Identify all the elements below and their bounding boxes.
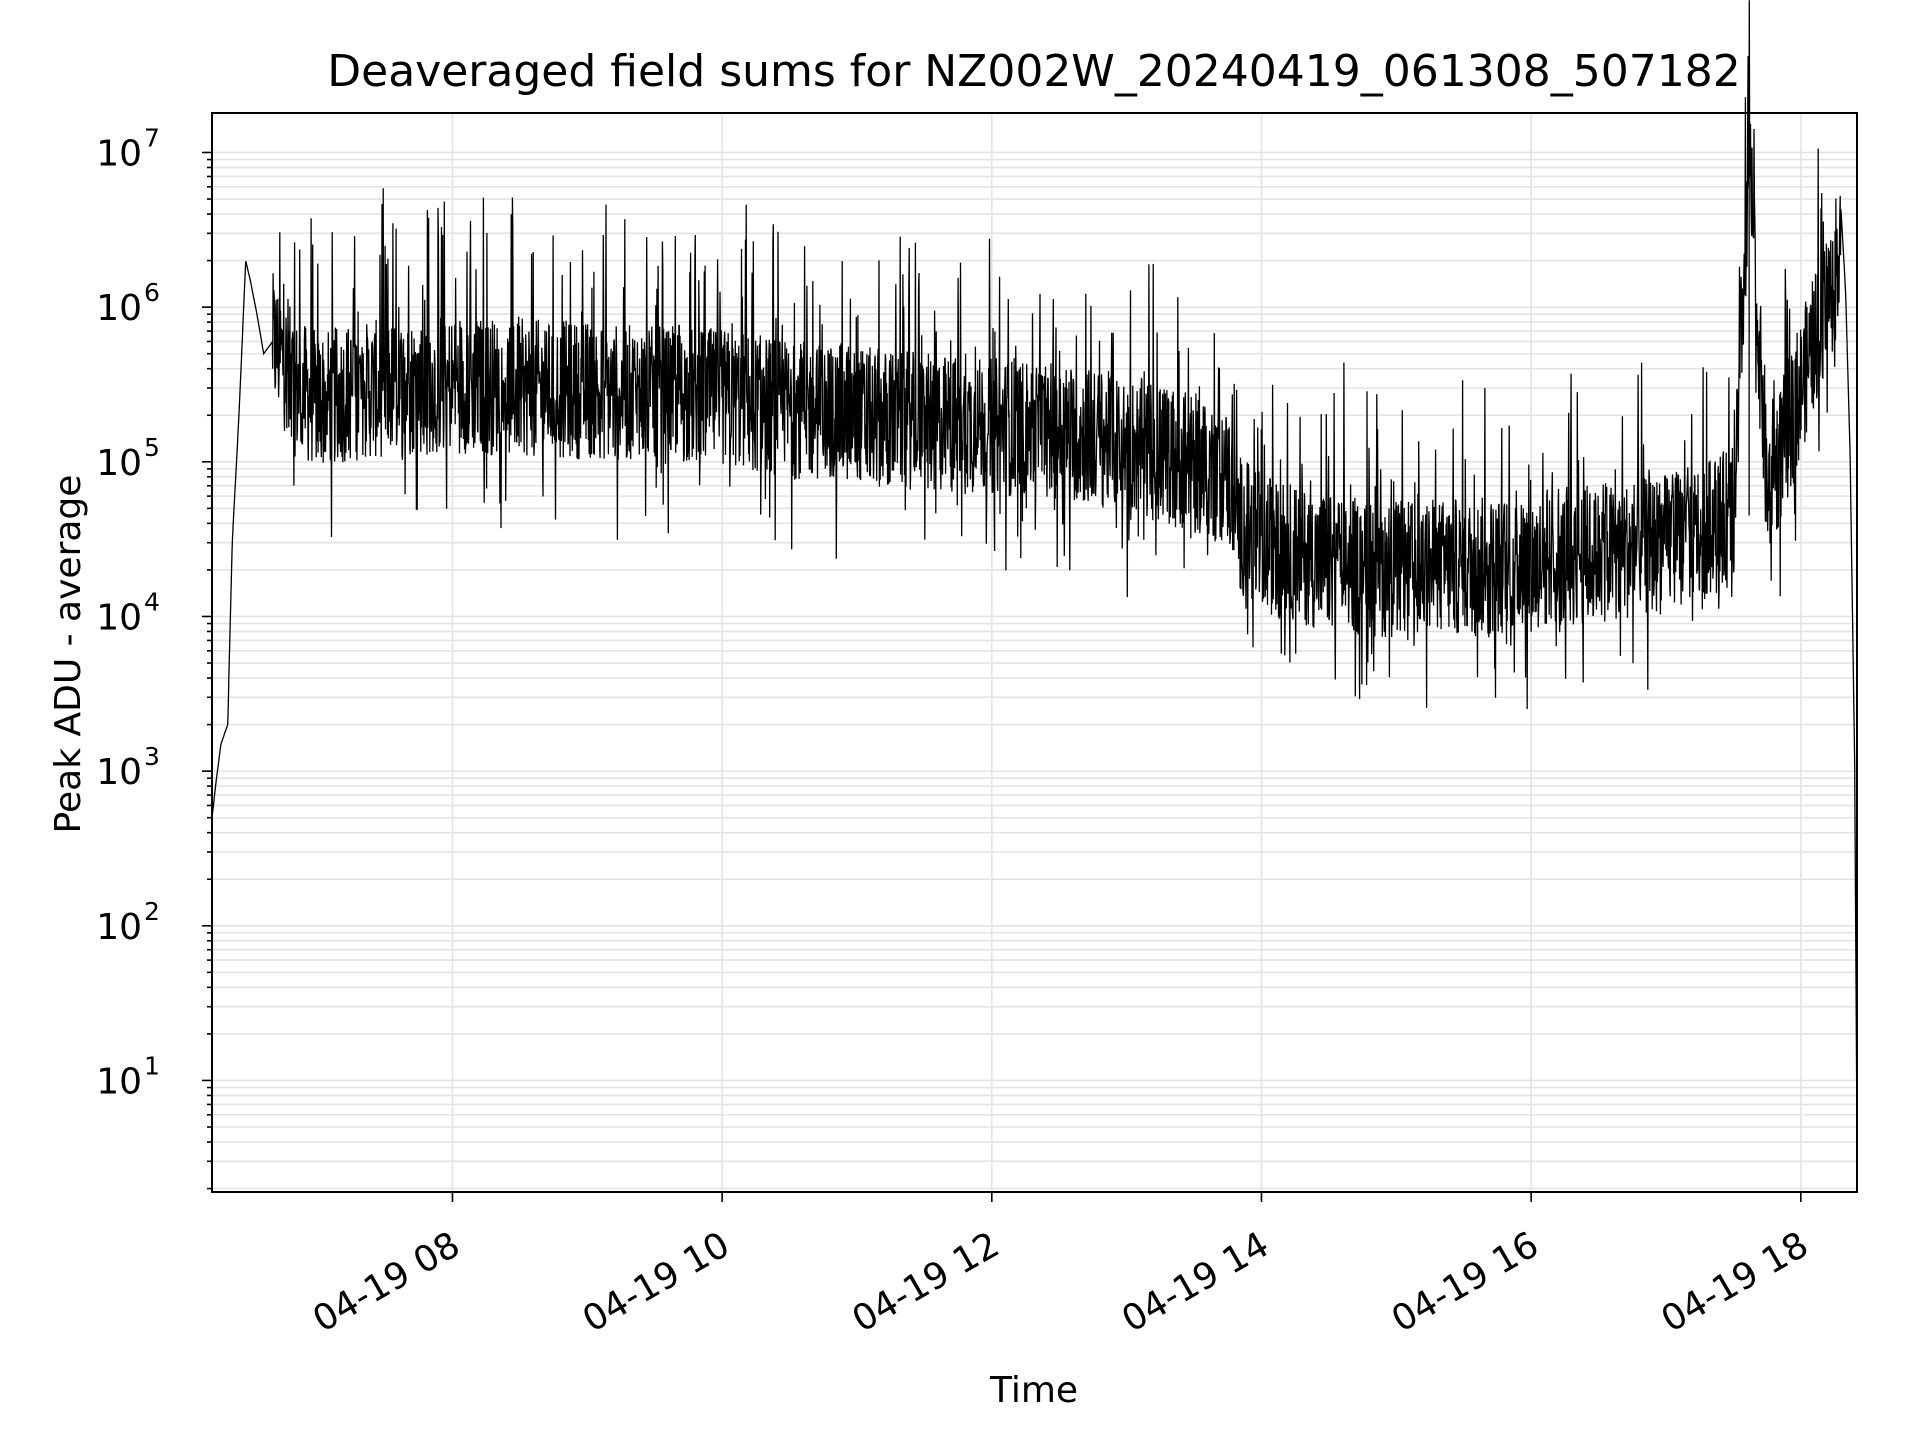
y-tick-label: 10	[96, 288, 142, 329]
y-tick-exponent: 3	[144, 742, 160, 771]
y-tick-label: 10	[96, 907, 142, 948]
y-tick-label: 10	[96, 1061, 142, 1102]
y-axis-title: Peak ADU - average	[48, 475, 89, 834]
y-tick-label: 10	[96, 752, 142, 793]
y-tick-label: 10	[96, 133, 142, 174]
plot-frame	[211, 112, 1858, 1193]
x-axis-title: Time	[989, 1370, 1078, 1411]
data-series	[211, 0, 1858, 1143]
y-tick-exponent: 1	[144, 1051, 160, 1080]
y-tick-exponent: 5	[144, 433, 160, 462]
series-line	[211, 0, 1858, 1143]
y-tick-exponent: 7	[144, 123, 160, 152]
chart-title: Deaveraged field sums for NZ002W_2024041…	[327, 46, 1740, 97]
y-tick-exponent: 4	[144, 587, 160, 616]
y-tick-label: 10	[96, 443, 142, 484]
y-tick-exponent: 2	[144, 897, 160, 926]
y-tick-label: 10	[96, 597, 142, 638]
y-tick-exponent: 6	[144, 278, 160, 307]
